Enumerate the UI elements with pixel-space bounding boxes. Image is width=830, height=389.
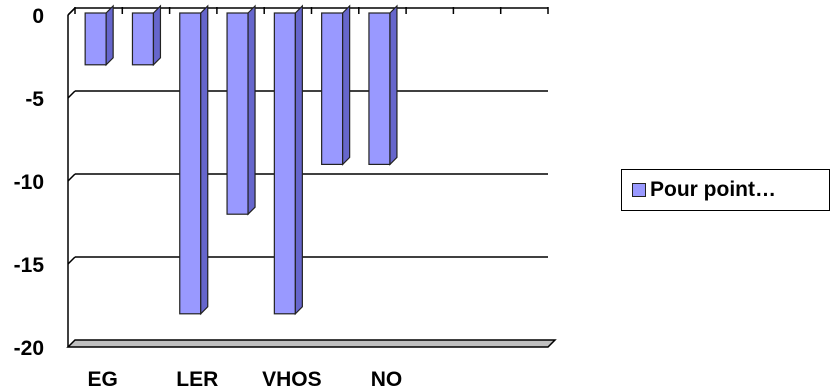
bars <box>84 4 398 316</box>
bar <box>273 12 296 315</box>
legend-swatch <box>632 183 646 197</box>
x-tick-label: EG <box>87 368 117 389</box>
gridlines <box>67 7 548 265</box>
chart-floor-plane <box>66 339 557 348</box>
tick-labels: 0 -5 -10 -15 -20 EG LER VHOS NO <box>14 5 403 389</box>
bar-side <box>200 4 209 316</box>
gridline-diagonal <box>67 256 76 265</box>
x-tick-label: LER <box>176 368 218 389</box>
y-tick-label: -15 <box>14 254 45 277</box>
bar-side <box>247 4 256 216</box>
axes <box>67 7 549 347</box>
bar <box>179 12 202 315</box>
bar <box>226 12 249 215</box>
x-tick-label: VHOS <box>262 368 322 389</box>
x-tick-label: NO <box>371 368 403 389</box>
axis-corner <box>67 7 76 16</box>
legend-label: Pour point… <box>650 178 776 201</box>
y-tick-label: 0 <box>32 5 44 28</box>
bar-side <box>389 4 398 166</box>
legend: Pour point… <box>621 169 830 211</box>
bar-side <box>294 4 303 316</box>
gridline-diagonal <box>67 90 76 99</box>
bar <box>131 12 155 66</box>
bar <box>84 12 107 66</box>
y-tick-label: -5 <box>25 88 44 111</box>
chart-floor <box>66 339 557 348</box>
bar-side <box>105 4 114 67</box>
bar-side <box>152 4 162 67</box>
y-tick-label: -10 <box>14 171 44 194</box>
gridline-diagonal <box>67 173 76 182</box>
bar <box>368 12 391 165</box>
bar-side <box>342 4 351 166</box>
y-tick-label: -20 <box>14 337 44 360</box>
bar <box>321 12 344 165</box>
